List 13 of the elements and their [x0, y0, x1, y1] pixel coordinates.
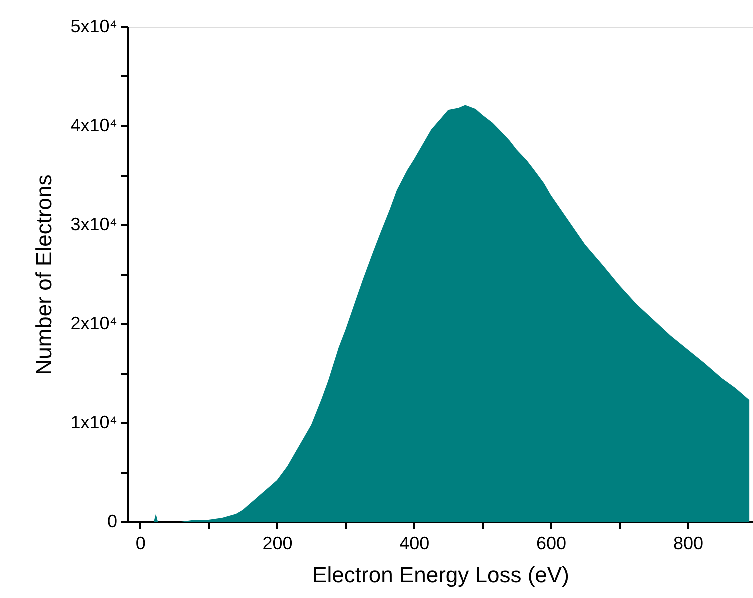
- x-axis-title: Electron Energy Loss (eV): [312, 562, 570, 588]
- x-tick-label: 400: [400, 534, 430, 554]
- x-tick-label: 0: [136, 534, 146, 554]
- x-tick-label: 200: [262, 534, 293, 554]
- y-tick-label: 3x10⁴: [70, 214, 118, 234]
- y-tick-label: 1x10⁴: [70, 412, 118, 432]
- y-tick-label: 2x10⁴: [70, 314, 118, 334]
- x-tick-label: 600: [536, 534, 567, 554]
- y-tick-label: 4x10⁴: [70, 116, 118, 136]
- y-axis-title: Number of Electrons: [32, 174, 57, 376]
- y-tick-label: 5x10⁴: [70, 16, 118, 36]
- y-tick-label: 0: [107, 512, 118, 532]
- x-tick-label: 800: [673, 534, 704, 554]
